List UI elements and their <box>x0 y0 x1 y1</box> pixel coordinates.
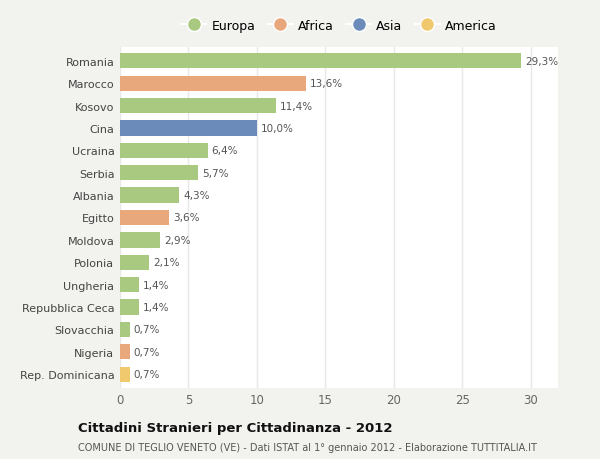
Bar <box>120 143 208 159</box>
Bar <box>120 345 130 360</box>
Bar <box>120 121 257 136</box>
Bar <box>120 188 179 203</box>
Text: 11,4%: 11,4% <box>280 101 313 111</box>
Text: 10,0%: 10,0% <box>261 123 294 134</box>
Bar <box>120 166 198 181</box>
Legend: Europa, Africa, Asia, America: Europa, Africa, Asia, America <box>179 17 499 35</box>
Text: 4,3%: 4,3% <box>183 190 209 201</box>
Text: 6,4%: 6,4% <box>212 146 238 156</box>
Bar <box>120 277 139 293</box>
Bar <box>120 233 160 248</box>
Text: 0,7%: 0,7% <box>134 325 160 335</box>
Text: 29,3%: 29,3% <box>525 56 558 67</box>
Text: COMUNE DI TEGLIO VENETO (VE) - Dati ISTAT al 1° gennaio 2012 - Elaborazione TUTT: COMUNE DI TEGLIO VENETO (VE) - Dati ISTA… <box>78 442 537 452</box>
Bar <box>120 76 306 91</box>
Text: 1,4%: 1,4% <box>143 302 170 313</box>
Text: Cittadini Stranieri per Cittadinanza - 2012: Cittadini Stranieri per Cittadinanza - 2… <box>78 421 392 434</box>
Bar <box>120 367 130 382</box>
Text: 1,4%: 1,4% <box>143 280 170 290</box>
Bar <box>120 300 139 315</box>
Bar <box>120 210 169 226</box>
Bar <box>120 255 149 270</box>
Bar <box>120 322 130 337</box>
Text: 13,6%: 13,6% <box>310 79 343 89</box>
Text: 3,6%: 3,6% <box>173 213 200 223</box>
Text: 2,1%: 2,1% <box>153 257 179 268</box>
Text: 2,9%: 2,9% <box>164 235 190 246</box>
Text: 0,7%: 0,7% <box>134 347 160 357</box>
Text: 5,7%: 5,7% <box>202 168 229 179</box>
Bar <box>120 54 521 69</box>
Bar <box>120 99 276 114</box>
Text: 0,7%: 0,7% <box>134 369 160 380</box>
